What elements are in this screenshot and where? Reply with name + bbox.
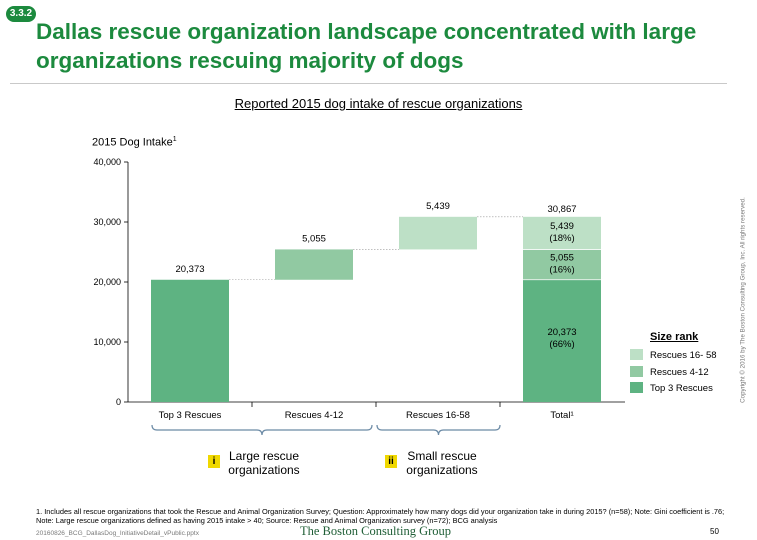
page-title: Dallas rescue organization landscape con… [36, 19, 697, 73]
footnote: 1. Includes all rescue organizations tha… [36, 507, 725, 525]
legend-title: Size rank [650, 331, 699, 343]
total-segment [523, 279, 601, 402]
y-axis-title: 2015 Dog Intake1 [92, 136, 177, 149]
brace-small-organizations [376, 424, 501, 436]
x-category-label: Rescues 4-12 [285, 410, 344, 421]
bar-value-label: 5,055 [302, 233, 326, 244]
file-name: 20160826_BCG_DallasDog_InitiativeDetail_… [36, 530, 199, 537]
total-segment-value: 20,373 [547, 327, 576, 338]
total-value-label: 30,867 [547, 204, 576, 215]
x-category-label: Total¹ [550, 410, 573, 421]
legend-label: Rescues 4-12 [650, 367, 709, 378]
brace-large-organizations [151, 424, 373, 436]
total-segment-value: 5,439 [550, 221, 574, 232]
x-category-label: Rescues 16-58 [406, 410, 470, 421]
legend-label: Top 3 Rescues [650, 383, 713, 394]
total-segment-pct: (16%) [549, 265, 574, 276]
y-axis-title-text: 2015 Dog Intake [92, 136, 173, 149]
total-segment-value: 5,055 [550, 253, 574, 264]
group-label-large: Large rescue organizations [228, 449, 300, 477]
copyright-notice: Copyright © 2016 by The Boston Consultin… [739, 197, 747, 403]
section-badge: 3.3.2 [6, 6, 36, 22]
total-segment [523, 249, 601, 280]
legend-swatch-top-3-rescues [630, 382, 643, 393]
y-tick-label: 10,000 [93, 337, 121, 347]
chart-heading: Reported 2015 dog intake of rescue organ… [234, 96, 523, 111]
group-marker-small: ii [385, 455, 397, 468]
group-label-small: Small rescue organizations [406, 449, 478, 477]
total-segment-pct: (66%) [549, 339, 574, 350]
y-tick-label: 20,000 [93, 277, 121, 287]
bar-top-3-rescues [151, 279, 229, 402]
group-marker-large: i [208, 455, 220, 468]
brand-logo-text: The Boston Consulting Group [300, 524, 452, 538]
legend-swatch-rescues-4-12 [630, 366, 643, 377]
legend-swatch-rescues-16-58 [630, 349, 643, 360]
bar-value-label: 5,439 [426, 201, 450, 212]
y-tick-label: 40,000 [93, 157, 121, 167]
y-tick-label: 0 [116, 397, 121, 407]
y-axis-title-footnote-mark: 1 [172, 136, 177, 143]
y-tick-label: 30,000 [93, 217, 121, 227]
total-segment [523, 216, 601, 250]
bar-rescues-4-12 [275, 249, 353, 280]
title-divider [10, 83, 727, 84]
bar-value-label: 20,373 [175, 264, 204, 275]
page-number: 50 [710, 527, 719, 536]
legend-label: Rescues 16- 58 [650, 350, 717, 361]
bar-rescues-16-58 [399, 216, 477, 250]
total-segment-pct: (18%) [549, 233, 574, 244]
x-category-label: Top 3 Rescues [159, 410, 222, 421]
